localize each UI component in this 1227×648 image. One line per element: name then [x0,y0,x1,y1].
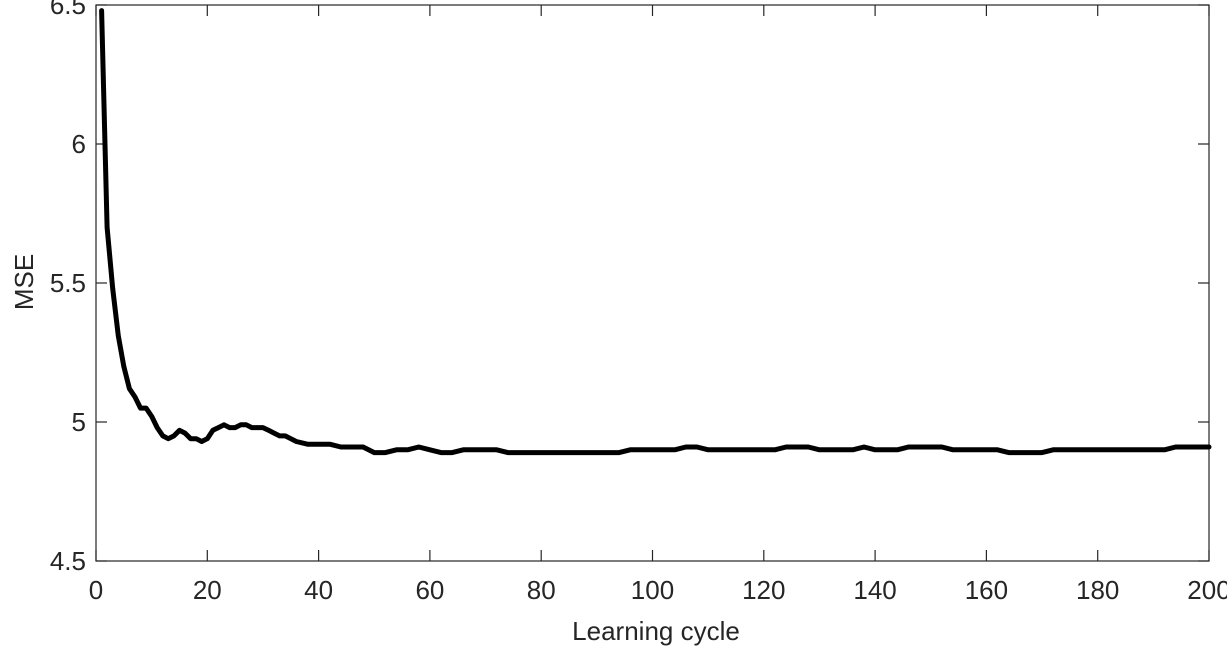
x-tick-label: 180 [1076,575,1119,605]
x-tick-label: 0 [89,575,103,605]
y-tick-label: 4.5 [50,546,86,576]
x-tick-label: 80 [527,575,556,605]
mse-series-line [99,8,1212,456]
x-tick-label: 100 [631,575,674,605]
y-tick-label: 5.5 [50,268,86,298]
x-tick-label: 160 [965,575,1008,605]
y-tick-label: 6.5 [50,0,86,20]
y-tick-label: 6 [72,129,86,159]
x-tick-label: 140 [853,575,896,605]
x-tick-label: 200 [1187,575,1227,605]
y-axis-ticks: 4.5 5 5.5 6 6.5 [50,0,1209,576]
y-tick-label: 5 [72,407,86,437]
x-axis-ticks: 0 20 40 60 80 100 120 140 160 180 200 [89,5,1227,605]
x-tick-label: 20 [193,575,222,605]
plot-area-box [95,4,1210,562]
x-tick-label: 60 [415,575,444,605]
x-axis-label: Learning cycle [572,616,740,646]
series-lines [99,8,1212,456]
axes [95,4,1210,562]
y-axis-label: MSE [9,254,39,310]
x-tick-label: 120 [742,575,785,605]
x-tick-label: 40 [304,575,333,605]
